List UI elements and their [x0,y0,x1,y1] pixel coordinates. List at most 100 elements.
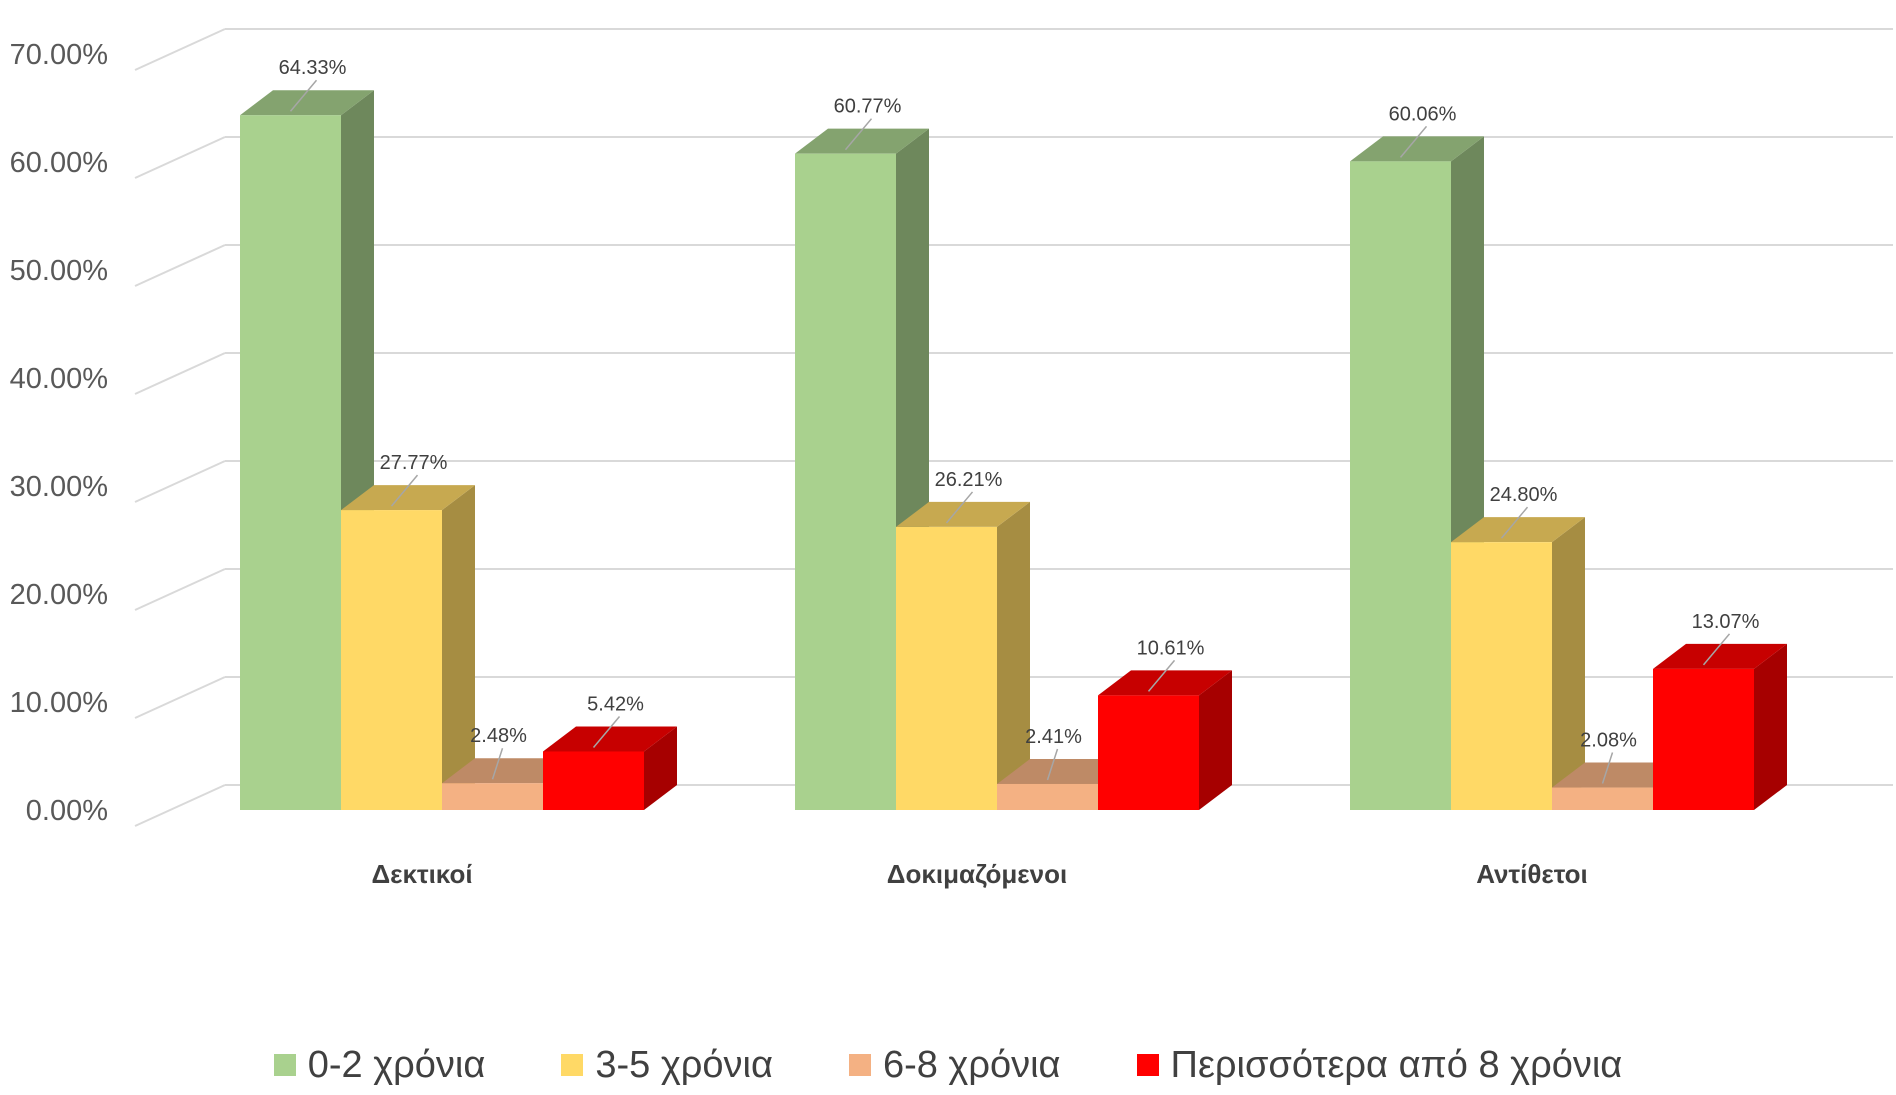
y-tick-label: 50.00% [10,255,108,287]
bar [1451,517,1585,810]
gridline-side [134,352,226,395]
bar-top [1098,670,1232,696]
data-label-leader [844,118,873,151]
bar-top [1653,643,1787,669]
bar-front [1653,668,1754,810]
gridlines [134,28,1893,827]
bar-top [543,726,677,752]
legend-item-6-8[interactable]: 6-8 χρόνια [848,1043,1061,1087]
data-label: 26.21% [935,469,1003,491]
gridline-side [134,676,226,719]
data-label: 64.33% [279,57,347,79]
bar [543,726,677,810]
category-label: Δεκτικοί [371,859,472,889]
data-labels: 64.33% 27.77% 2.48% 5.42% 60.77% 26.21% 2.41% 1… [279,57,1760,784]
bar-front [341,510,442,810]
y-tick-label: 30.00% [10,471,108,503]
bar-side [442,485,475,810]
bar-front [896,526,997,810]
data-label-leader [390,474,419,507]
bar-front [795,153,896,810]
category-axis: Δεκτικοί Δοκιμαζόμενοι Αντίθετοι [371,859,1587,889]
legend-swatch [1136,1054,1159,1076]
legend-item-over-8[interactable]: Περισσότερα από 8 χρόνια [1136,1043,1623,1087]
data-label-leader [491,747,504,780]
bar-top [896,501,1030,527]
bar-front [240,115,341,810]
legend-swatch [561,1054,584,1076]
legend-item-3-5[interactable]: 3-5 χρόνια [561,1044,773,1087]
legend-swatch [848,1054,871,1076]
bar-top [997,758,1131,784]
data-label-leader [1399,125,1428,158]
category-label: Αντίθετοι [1476,859,1587,889]
y-tick-label: 20.00% [10,579,108,611]
bar-top [442,758,576,784]
gridline-side [134,28,226,71]
bar-front [1451,542,1552,810]
bar-front [997,783,1098,810]
bar-side [1199,670,1232,810]
data-label-leader [1702,633,1731,666]
bar-side [1552,517,1585,810]
data-label-leader [592,715,621,748]
y-tick-label: 0.00% [26,795,108,827]
data-label-leader [1046,748,1059,781]
y-tick-label: 70.00% [10,39,108,71]
gridline-side [134,460,226,503]
bar-top [1552,762,1686,788]
data-label-leader [1500,506,1529,539]
bar-top [1451,517,1585,543]
gridline-side [134,136,226,179]
legend-label: 6-8 χρόνια [882,1043,1061,1086]
y-tick-label: 60.00% [10,147,108,179]
bar [341,485,475,810]
bar [795,128,929,810]
data-label: 60.77% [834,96,902,118]
bar-front [1552,787,1653,810]
legend-swatch [273,1054,296,1076]
bar [1098,670,1232,810]
category-label: Δοκιμαζόμενοι [887,859,1067,889]
bar-front [1350,161,1451,811]
data-label: 2.41% [1025,726,1082,748]
data-label: 2.48% [470,725,527,747]
data-label: 2.08% [1580,730,1637,752]
data-label: 13.07% [1692,611,1760,633]
legend-label: 3-5 χρόνια [595,1043,773,1086]
y-tick-label: 40.00% [10,363,108,395]
bar [896,501,1030,810]
gridline-side [134,244,226,287]
data-label: 27.77% [380,452,448,474]
bar [1653,643,1787,810]
bar-side [1754,643,1787,810]
bar-side [997,501,1030,810]
legend-label: Περισσότερα από 8 χρόνια [1170,1043,1623,1086]
bars [240,90,1787,811]
data-label: 10.61% [1137,637,1205,659]
gridline-side [134,784,226,827]
bar-side [644,726,677,810]
bar-front [543,751,644,810]
y-axis-ticks: 0.00% 10.00% 20.00% 30.00% 40.00% 50.00% 60.00… [10,39,108,827]
bar-top [341,485,475,511]
legend-label: 0-2 χρόνια [307,1043,486,1086]
data-label-leader [1601,752,1614,784]
data-label-leader [945,491,974,524]
data-label: 5.42% [587,693,644,715]
legend: 0-2 χρόνια 3-5 χρόνια 6-8 χρόνια Περισσό… [0,1035,1896,1095]
gridline-side [134,568,226,611]
data-label: 60.06% [1389,103,1457,125]
legend-item-0-2[interactable]: 0-2 χρόνια [273,1043,486,1087]
bar-front [442,783,543,810]
data-label-leader [1147,659,1176,692]
y-tick-label: 10.00% [10,687,108,719]
bar [1350,136,1484,811]
bar-front [1098,695,1199,810]
data-label-leader [289,79,318,112]
bar-top [240,90,374,116]
bar-top [1350,136,1484,162]
data-label: 24.80% [1490,484,1558,506]
bar-top [795,128,929,154]
